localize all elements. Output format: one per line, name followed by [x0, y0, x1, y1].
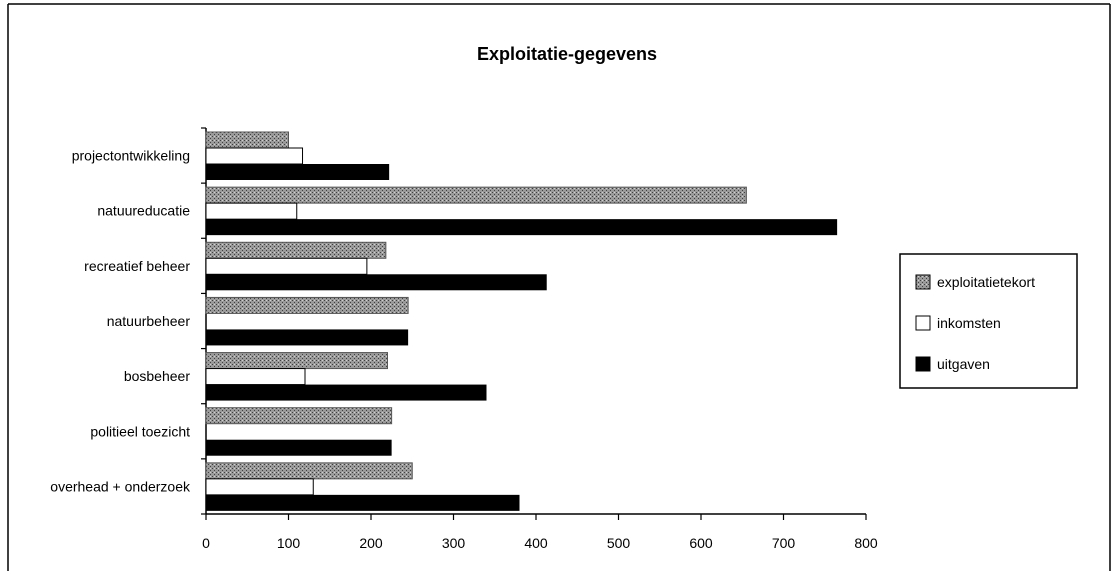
legend-swatch-exploitatietekort — [915, 274, 931, 290]
bar-inkomsten — [205, 202, 298, 220]
bar-exploitatietekort — [205, 352, 388, 370]
legend-swatch-inkomsten — [915, 315, 931, 331]
bar-inkomsten — [205, 147, 304, 165]
bar-uitgaven — [206, 384, 487, 401]
category-label: overhead + onderzoek — [50, 478, 191, 494]
chart-title: Exploitatie-gegevens — [477, 44, 657, 64]
bar-uitgaven — [206, 219, 838, 236]
legend: exploitatietekort inkomsten uitgaven — [899, 253, 1078, 389]
x-tick-label: 0 — [202, 535, 210, 551]
x-tick-label: 600 — [689, 535, 713, 551]
bar-uitgaven — [206, 494, 520, 511]
category-label: projectontwikkeling — [72, 148, 190, 164]
bar-uitgaven — [206, 439, 392, 456]
x-tick-label: 100 — [277, 535, 301, 551]
category-labels: projectontwikkeling natuureducatie recreat… — [50, 148, 191, 495]
x-tick-label: 500 — [607, 535, 631, 551]
bar-uitgaven — [206, 329, 409, 346]
legend-swatch-uitgaven — [915, 356, 931, 372]
bars-layer — [205, 131, 838, 511]
bar-exploitatietekort — [205, 462, 413, 480]
x-tick-label: 400 — [524, 535, 548, 551]
category-label: bosbeheer — [124, 368, 191, 384]
bar-uitgaven — [206, 164, 390, 180]
category-label: natuureducatie — [97, 203, 190, 219]
x-tick-label: 200 — [359, 535, 383, 551]
category-label: politieel toezicht — [90, 423, 190, 439]
category-label: natuurbeheer — [107, 313, 191, 329]
x-tick-label: 300 — [442, 535, 466, 551]
tick-labels: 0 100 200 300 400 500 600 700 800 — [202, 535, 878, 551]
bar-exploitatietekort — [205, 131, 289, 149]
legend-label-uitgaven: uitgaven — [937, 356, 990, 372]
bar-inkomsten — [205, 368, 306, 386]
bar-exploitatietekort — [205, 407, 393, 425]
bar-exploitatietekort — [205, 186, 747, 204]
x-tick-label: 800 — [854, 535, 878, 551]
category-label: recreatief beheer — [84, 258, 190, 274]
bar-exploitatietekort — [205, 296, 409, 314]
bar-exploitatietekort — [205, 241, 387, 259]
legend-label-exploitatietekort: exploitatietekort — [937, 274, 1035, 290]
x-tick-label: 700 — [772, 535, 796, 551]
bar-inkomsten — [205, 257, 368, 275]
bar-inkomsten — [205, 478, 314, 496]
legend-label-inkomsten: inkomsten — [937, 315, 1001, 331]
legend-items: exploitatietekort inkomsten uitgaven — [915, 274, 1035, 372]
bar-uitgaven — [206, 274, 547, 291]
